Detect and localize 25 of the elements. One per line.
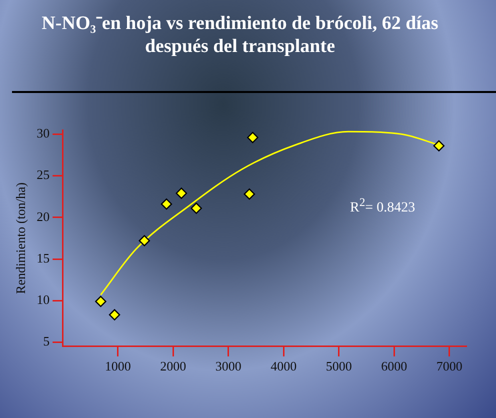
y-tick-label: 20 bbox=[36, 208, 50, 224]
point bbox=[138, 235, 150, 246]
x-tick-label: 7000 bbox=[436, 358, 462, 374]
chart-title: N-NO₃⁻en hoja vs rendimiento de brócoli, 62 días después del transplante bbox=[40, 12, 440, 58]
y-axis-title: Rendimiento (ton/ha) bbox=[13, 182, 28, 294]
y-tick-label: 10 bbox=[36, 292, 50, 308]
point bbox=[95, 296, 106, 308]
point bbox=[176, 188, 188, 199]
x-tick-label: 1000 bbox=[104, 358, 131, 374]
point bbox=[244, 188, 255, 200]
x-tick-label: 5000 bbox=[326, 358, 352, 374]
x-tick-label: 2000 bbox=[160, 358, 186, 374]
point bbox=[247, 132, 258, 144]
y-tick-label: 5 bbox=[43, 334, 50, 349]
y-tick-label: 15 bbox=[36, 250, 50, 266]
x-tick-label: 3000 bbox=[215, 358, 242, 374]
annotation: R$^{2}$= 0.8423 bbox=[350, 196, 416, 217]
point bbox=[160, 198, 172, 210]
x-tick-label: 4000 bbox=[270, 358, 297, 374]
x-tick-label: 6000 bbox=[381, 358, 408, 374]
point bbox=[108, 309, 120, 320]
y-tick-label: 25 bbox=[36, 167, 50, 182]
point bbox=[433, 140, 445, 152]
y-tick-label: 30 bbox=[36, 126, 50, 141]
point bbox=[190, 202, 202, 214]
